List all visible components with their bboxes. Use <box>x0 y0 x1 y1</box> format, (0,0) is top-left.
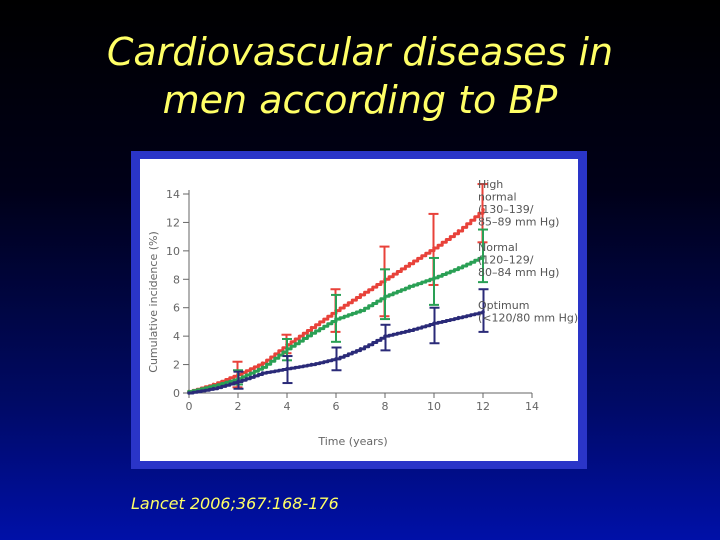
legend-entry-high-normal: High normal (130–139/85–89 mm Hg) <box>478 178 559 229</box>
data-point-optimum <box>407 328 412 333</box>
data-point-optimum <box>456 315 461 320</box>
citation: Lancet 2006;367:168-176 <box>131 494 339 513</box>
data-point-normal <box>358 308 363 313</box>
slide-title-line-1: Cardiovascular diseases in <box>106 30 614 74</box>
y-tick-label: 2 <box>173 359 180 372</box>
legend-entry-optimum: Optimum (<120/80 mm Hg) <box>478 299 578 325</box>
data-point-normal <box>260 365 265 370</box>
data-point-high-normal <box>456 229 461 233</box>
x-tick-label: 14 <box>525 400 539 413</box>
data-point-optimum <box>187 391 191 395</box>
cumulative-incidence-chart: 0 2 4 6 8 10 12 14 0 2 4 6 8 10 12 14 High normal (130–13… <box>147 178 578 448</box>
x-axis-label: Time (years) <box>317 435 387 448</box>
y-tick-label: 12 <box>166 216 180 229</box>
data-point-normal <box>309 331 314 336</box>
data-point-high-normal <box>309 325 314 330</box>
data-point-high-normal <box>407 261 412 266</box>
legend-line: (<120/80 mm Hg) <box>478 312 578 325</box>
data-point-normal <box>456 266 461 270</box>
y-tick-label: 8 <box>173 273 180 286</box>
x-tick-label: 0 <box>186 400 193 413</box>
y-tick-label: 0 <box>173 387 180 400</box>
y-tick-label: 14 <box>166 188 180 201</box>
x-tick-label: 6 <box>333 400 340 413</box>
y-axis-label: Cumulative incidence (%) <box>147 231 160 372</box>
legend-entry-normal: Normal (120–129/80–84 mm Hg) <box>478 241 559 279</box>
data-point-normal <box>211 384 216 388</box>
legend-line: (120–129/ <box>478 254 534 267</box>
y-tick-label: 6 <box>173 302 180 315</box>
legend-line: 80–84 mm Hg) <box>478 266 559 279</box>
x-tick-label: 12 <box>476 400 490 413</box>
slide-title-line-2: men according to BP <box>162 78 558 122</box>
data-point-high-normal <box>260 361 265 365</box>
legend-line: High <box>478 178 503 191</box>
data-point-optimum <box>309 362 314 367</box>
legend-line: Optimum <box>478 299 529 312</box>
x-tick-label: 4 <box>284 400 291 413</box>
chart-panel: 0 2 4 6 8 10 12 14 0 2 4 6 8 10 12 14 High normal (130–13… <box>140 159 578 461</box>
data-point-optimum <box>211 386 216 391</box>
data-point-normal <box>407 284 412 289</box>
x-tick-label: 8 <box>382 400 389 413</box>
data-point-high-normal <box>358 293 363 297</box>
slide-title: Cardiovascular diseases in men according… <box>0 28 720 124</box>
data-point-optimum <box>260 371 265 375</box>
chart-frame: 0 2 4 6 8 10 12 14 0 2 4 6 8 10 12 14 High normal (130–13… <box>131 151 587 469</box>
y-tick-label: 4 <box>173 330 180 343</box>
y-tick-label: 10 <box>166 245 180 258</box>
data-point-optimum <box>358 347 363 351</box>
legend-line: (130–139/ <box>478 203 534 216</box>
x-tick-label: 10 <box>427 400 441 413</box>
legend-line: Normal <box>478 241 518 254</box>
x-tick-label: 2 <box>235 400 242 413</box>
legend-line: 85–89 mm Hg) <box>478 216 559 229</box>
legend-line: normal <box>478 191 517 204</box>
